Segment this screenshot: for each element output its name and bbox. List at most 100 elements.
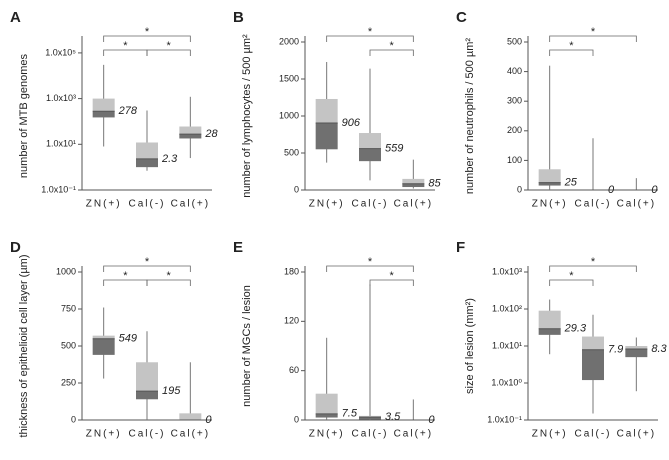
box-lower (625, 348, 648, 358)
y-tick-label: 500 (507, 36, 522, 46)
significance-label: * (390, 270, 395, 282)
significance-bracket (103, 265, 191, 272)
significance-bracket (146, 279, 191, 286)
median-label: 85 (428, 178, 441, 190)
y-tick-label: 1.0x10⁻¹ (41, 184, 76, 194)
x-tick-label: Cal(-) (352, 429, 389, 440)
median-label: 7.9 (608, 344, 623, 356)
median-label: 25 (564, 177, 578, 189)
x-tick-label: Cal(-) (129, 199, 166, 210)
y-tick-label: 300 (507, 96, 522, 106)
y-tick-label: 0 (294, 184, 299, 194)
significance-label: * (145, 256, 150, 268)
y-tick-label: 1.0x10³ (46, 93, 76, 103)
y-tick-label: 0 (294, 414, 299, 424)
box-upper (315, 98, 338, 123)
y-tick-label: 1.0x10¹ (46, 139, 76, 149)
box-lower (359, 148, 381, 162)
median-label: 195 (162, 385, 181, 397)
box-upper (136, 142, 158, 159)
x-tick-label: ZN(+) (86, 199, 122, 210)
significance-label: * (167, 40, 172, 52)
significance-label: * (167, 270, 172, 282)
y-tick-label: 180 (284, 266, 299, 276)
box-upper (179, 126, 202, 135)
panel-letter: F (456, 239, 465, 256)
y-tick-label: 100 (507, 155, 522, 165)
x-tick-label: ZN(+) (532, 429, 568, 440)
panel-letter: C (456, 9, 467, 26)
y-tick-label: 1500 (279, 73, 299, 83)
x-tick-label: Cal(+) (617, 199, 657, 210)
significance-label: * (123, 270, 128, 282)
box-upper (359, 415, 381, 418)
y-tick-label: 1.0x10³ (492, 266, 522, 276)
median-label: 8.3 (651, 343, 667, 355)
significance-label: * (591, 26, 596, 38)
significance-label: * (123, 40, 128, 52)
y-tick-label: 1000 (56, 266, 76, 276)
significance-bracket (326, 265, 414, 272)
y-tick-label: 2000 (279, 36, 299, 46)
y-tick-label: 120 (284, 316, 299, 326)
x-tick-label: Cal(+) (171, 199, 211, 210)
y-tick-label: 500 (284, 147, 299, 157)
significance-bracket (549, 279, 594, 286)
significance-bracket (549, 265, 637, 272)
box-upper (625, 346, 648, 349)
y-tick-label: 1.0x10¹ (492, 340, 522, 350)
significance-label: * (591, 256, 596, 268)
panel-letter: B (233, 9, 244, 26)
box-upper (179, 413, 202, 420)
median-label: 0 (651, 184, 658, 196)
median-label: 278 (118, 105, 138, 117)
significance-label: * (569, 40, 574, 52)
box-upper (538, 310, 561, 329)
y-tick-label: 1.0x10² (492, 303, 522, 313)
significance-bracket (326, 35, 414, 42)
x-tick-label: Cal(-) (575, 199, 612, 210)
x-tick-label: ZN(+) (532, 199, 568, 210)
median-label: 906 (342, 117, 361, 129)
median-label: 549 (119, 333, 137, 345)
significance-label: * (368, 26, 373, 38)
significance-bracket (369, 279, 414, 286)
y-tick-label: 1000 (279, 110, 299, 120)
box-lower (582, 349, 604, 381)
box-lower (315, 413, 338, 418)
box-lower (538, 328, 561, 335)
median-label: 0 (608, 184, 615, 196)
box-lower (136, 391, 158, 400)
significance-bracket (549, 49, 594, 56)
median-label: 29.3 (564, 323, 587, 335)
box-lower (179, 134, 202, 139)
x-tick-label: Cal(-) (129, 429, 166, 440)
y-axis-label: number of MGCs / lesion (241, 285, 253, 407)
x-tick-label: Cal(+) (171, 429, 211, 440)
median-label: 2.3 (161, 153, 178, 165)
y-axis-label: number of MTB genomes (18, 53, 30, 178)
y-axis-label: number of lymphocytes / 500 µm² (241, 34, 253, 198)
y-tick-label: 1.0x10⁻¹ (487, 414, 522, 424)
x-tick-label: ZN(+) (86, 429, 122, 440)
box-upper (582, 336, 604, 350)
y-tick-label: 1.0x10⁵ (45, 47, 76, 57)
y-tick-label: 0 (517, 184, 522, 194)
box-upper (136, 362, 158, 392)
y-tick-label: 0 (71, 414, 76, 424)
median-label: 0 (205, 414, 212, 426)
box-upper (359, 133, 381, 149)
box-upper (92, 98, 115, 112)
box-lower (538, 182, 561, 186)
y-tick-label: 200 (507, 125, 522, 135)
box-lower (315, 122, 338, 150)
significance-label: * (390, 40, 395, 52)
box-lower (402, 183, 425, 188)
box-upper (538, 169, 561, 183)
y-tick-label: 750 (61, 303, 76, 313)
y-tick-label: 1.0x10⁰ (491, 377, 522, 387)
x-tick-label: Cal(+) (394, 199, 434, 210)
significance-label: * (368, 256, 373, 268)
y-tick-label: 400 (507, 66, 522, 76)
